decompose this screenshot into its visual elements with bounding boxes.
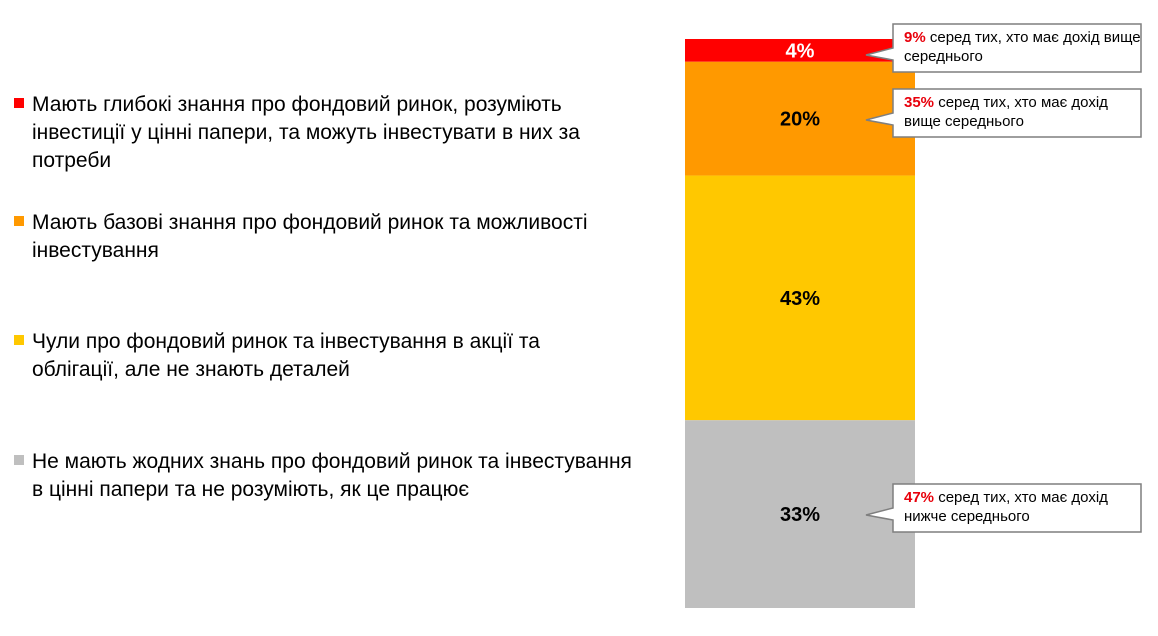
legend-label: Чули про фондовий ринок та інвестування … — [32, 330, 540, 381]
legend-swatch — [14, 98, 24, 108]
callout-text: 47% серед тих, хто має дохід нижче серед… — [893, 484, 1141, 532]
callout-bubble — [865, 23, 1142, 73]
callout-bubble — [865, 88, 1142, 138]
data-label-3: 43% — [780, 288, 820, 310]
data-label-1: 4% — [786, 40, 815, 62]
legend-swatch — [14, 455, 24, 465]
legend-label: Мають базові знання про фондовий ринок т… — [32, 211, 588, 262]
bar-segment-3 — [685, 175, 915, 421]
data-label-4: 33% — [780, 504, 820, 526]
legend-label: Мають глибокі знання про фондовий ринок,… — [32, 93, 580, 172]
callout-percent: 47% — [904, 489, 935, 506]
callout-bubble — [865, 483, 1142, 533]
callout-description: серед тих, хто має дохід вище середнього — [904, 29, 1141, 65]
callout-text: 35% серед тих, хто має дохід вище середн… — [893, 89, 1141, 137]
callout-description: серед тих, хто має дохід нижче середньог… — [904, 489, 1108, 525]
legend: Мають глибокі знання про фондовий ринок,… — [14, 93, 632, 501]
callout-description: серед тих, хто має дохід вище середнього — [904, 94, 1108, 130]
legend-label: Не мають жодних знань про фондовий ринок… — [32, 450, 632, 501]
legend-swatch — [14, 335, 24, 345]
callout-percent: 35% — [904, 94, 935, 111]
data-label-2: 20% — [780, 109, 820, 131]
bar-segment-1 — [685, 39, 915, 62]
callout-percent: 9% — [904, 29, 926, 46]
callout-text: 9% серед тих, хто має дохід вище середнь… — [893, 24, 1141, 72]
legend-swatch — [14, 216, 24, 226]
